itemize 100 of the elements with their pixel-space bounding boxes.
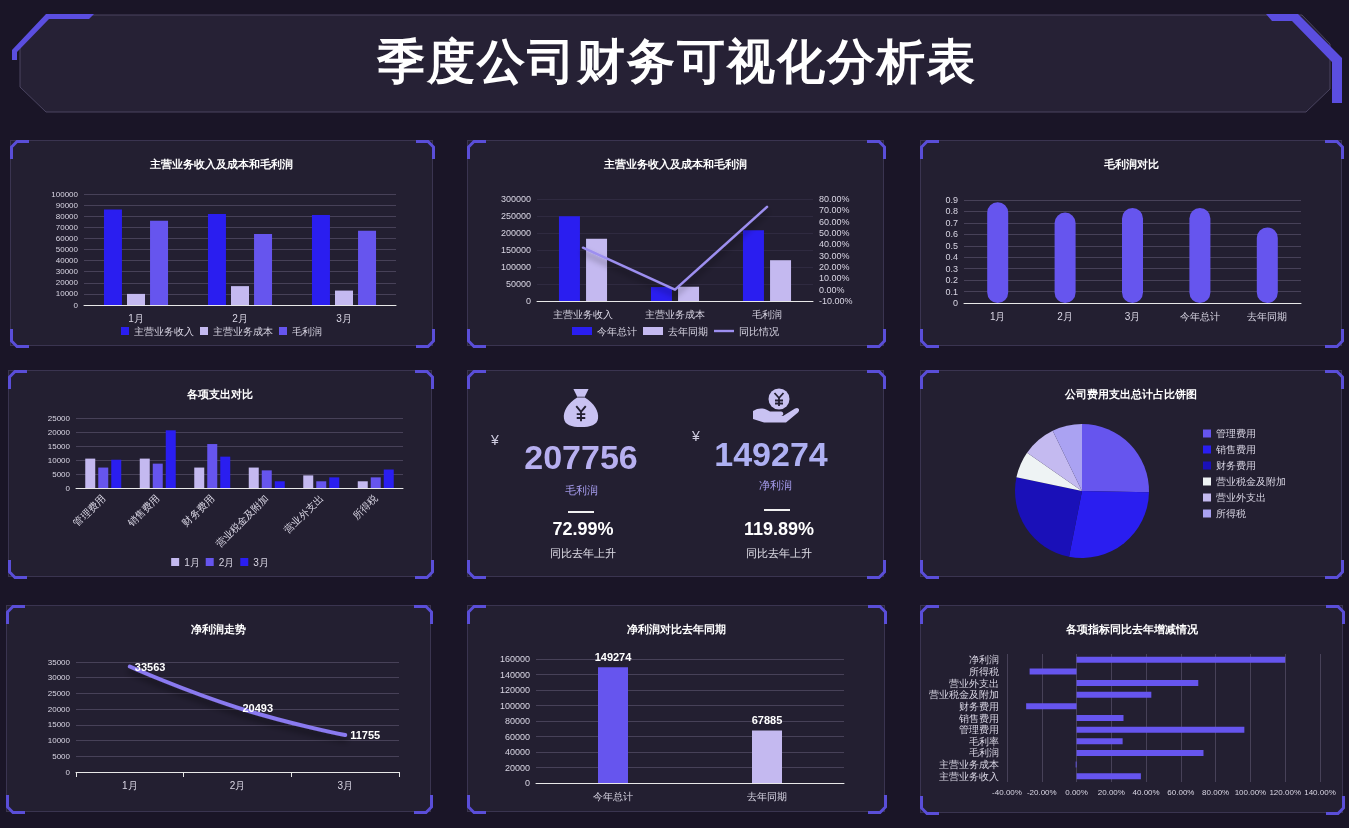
- y-tick-label: 0.2: [945, 275, 958, 286]
- bar: [1026, 703, 1077, 710]
- bar: [558, 216, 580, 301]
- x-tick-label: 所得税: [350, 492, 380, 522]
- x-tick-label: 财务费用: [180, 492, 217, 529]
- y-tick-label: 200000: [500, 228, 531, 238]
- bar: [987, 202, 1009, 303]
- y-tick-label: 25000: [47, 688, 71, 698]
- y-tick-label: 140000: [499, 669, 530, 680]
- bar: [1076, 680, 1199, 687]
- y2-tick-label: 20.00%: [819, 262, 850, 272]
- text: 净利润: [758, 478, 792, 492]
- bar: [111, 459, 122, 488]
- text: 207756: [524, 438, 638, 478]
- y-tick-label: 0.4: [945, 252, 958, 263]
- y-tick-label: 0: [65, 767, 71, 777]
- y-tick-label: 管理费用: [959, 724, 999, 736]
- bar: [1076, 749, 1204, 756]
- y-tick-label: 5000: [52, 751, 71, 761]
- bar: [248, 467, 259, 488]
- chart-title: 净利润对比去年同期: [626, 622, 726, 635]
- y-tick-label: 35000: [47, 657, 71, 667]
- chart-title: 主营业务收入及成本和毛利润: [603, 157, 747, 171]
- y-tick-label: 20000: [504, 762, 530, 773]
- bar: [98, 467, 109, 488]
- chart-title: 主营业务收入及成本和毛利润: [149, 157, 293, 171]
- bar: [370, 477, 381, 488]
- y-tick-label: 毛利率: [969, 735, 999, 747]
- bar: [165, 430, 176, 488]
- bar: [1029, 668, 1077, 675]
- bar: [335, 290, 353, 305]
- y-tick-label: 主营业务成本: [939, 759, 999, 771]
- bar: [678, 286, 700, 301]
- bar: [742, 230, 764, 301]
- y2-tick-label: 0.00%: [819, 284, 845, 295]
- y-tick-label: 0.3: [945, 263, 958, 274]
- bar: [194, 467, 205, 488]
- text: 同比去年上升: [550, 546, 616, 560]
- y-tick-label: 60000: [55, 233, 79, 243]
- bar: [127, 293, 145, 305]
- legend-label: 主营业务成本: [213, 325, 273, 337]
- x-tick-label: 60.00%: [1167, 787, 1195, 797]
- y-tick-label: 15000: [47, 441, 71, 451]
- chart-title: 各项指标同比去年增减情况: [1064, 622, 1199, 635]
- x-tick-label: 40.00%: [1132, 787, 1160, 797]
- bar: [139, 458, 150, 488]
- bar: [650, 287, 672, 301]
- x-tick-label: 毛利润: [752, 308, 782, 320]
- y-tick-label: 70000: [55, 222, 79, 232]
- y-tick-label: 100000: [499, 700, 530, 711]
- data-label: 20493: [242, 701, 274, 714]
- y2-tick-label: 60.00%: [819, 216, 850, 227]
- y-tick-label: 50000: [505, 279, 531, 289]
- x-tick-label: 主营业务收入: [553, 308, 613, 320]
- y-tick-label: 净利润: [969, 654, 999, 666]
- x-tick-label: 100.00%: [1234, 787, 1267, 797]
- y-tick-label: 5000: [52, 469, 71, 479]
- y-tick-label: 0: [524, 778, 530, 788]
- bar: [1076, 691, 1152, 698]
- text: 同比去年上升: [746, 546, 812, 560]
- y-tick-label: 10000: [47, 736, 71, 746]
- y-tick-label: 15000: [47, 720, 71, 730]
- x-tick-label: 去年同期: [747, 790, 787, 802]
- y2-tick-label: 10.00%: [819, 273, 850, 284]
- y-tick-label: 160000: [499, 654, 530, 664]
- x-tick-label: 20.00%: [1097, 787, 1125, 797]
- bar: [383, 469, 394, 488]
- x-tick-label: 营业外支出: [282, 492, 326, 536]
- legend-label: 3月: [253, 556, 269, 568]
- y2-tick-label: 80.00%: [819, 194, 850, 204]
- text: 119.89%: [743, 518, 815, 540]
- y-tick-label: 0: [73, 300, 79, 310]
- x-tick-label: -40.00%: [992, 787, 1022, 797]
- y-tick-label: 营业税金及附加: [929, 689, 999, 701]
- bar: [150, 220, 169, 305]
- bar: [1054, 212, 1076, 303]
- y-tick-label: 0: [952, 298, 958, 308]
- data-label: 11755: [350, 729, 381, 742]
- bar: [770, 260, 792, 301]
- bar: [586, 238, 608, 301]
- text: ¥: [491, 431, 499, 449]
- x-tick-label: 2月: [232, 312, 248, 324]
- x-tick-label: -20.00%: [1026, 787, 1057, 797]
- bar: [207, 213, 226, 305]
- bar: [357, 481, 368, 488]
- legend-label: 毛利润: [292, 325, 322, 337]
- bar: [1076, 715, 1124, 721]
- y-tick-label: 250000: [500, 211, 531, 221]
- x-tick-label: 80.00%: [1202, 787, 1230, 797]
- legend-label: 1月: [184, 556, 200, 568]
- y-tick-label: 10000: [47, 455, 71, 465]
- bar: [274, 481, 285, 488]
- y-tick-label: 0: [525, 296, 531, 306]
- y-tick-label: 80000: [504, 716, 530, 726]
- y2-tick-label: 30.00%: [819, 250, 850, 261]
- bar: [1256, 227, 1278, 303]
- y-tick-label: 80000: [55, 211, 79, 221]
- y2-tick-label: -10.00%: [819, 296, 853, 306]
- legend-label: 今年总计: [597, 325, 637, 337]
- legend-label: 2月: [218, 556, 235, 568]
